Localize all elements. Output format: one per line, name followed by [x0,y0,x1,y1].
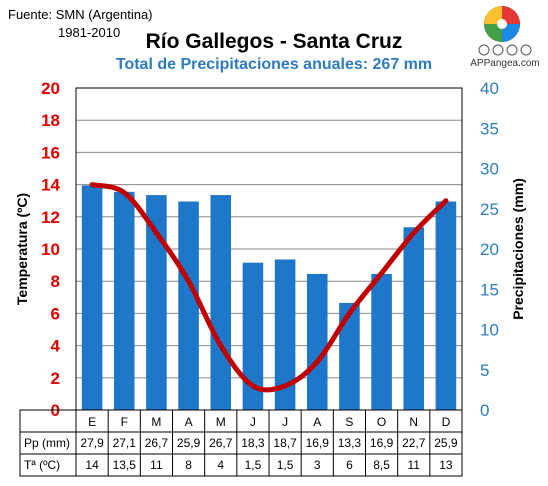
table-frame [19,409,463,477]
right-tick-label: 20 [480,240,499,259]
right-tick-label: 35 [480,119,499,138]
plot-frame [75,87,463,411]
left-tick-label: 16 [41,143,60,162]
precip-bar [242,262,264,410]
t-value: 1,5 [245,458,262,472]
pp-value: 25,9 [434,436,458,450]
right-tick-label: 40 [480,79,499,98]
brand-label: APPangea.com [470,58,540,69]
appangea-logo [478,6,532,56]
precipitation-bars [81,185,457,410]
source-line: Fuente: SMN (Argentina) [8,7,153,22]
chart-subtitle: Total de Precipitaciones anuales: 267 mm [115,56,433,73]
precip-bar [371,273,392,410]
t-value: 8,5 [373,458,390,472]
category-label: J [282,415,288,429]
right-tick-label: 25 [480,200,499,219]
pp-value: 25,9 [177,436,201,450]
cc-icon [478,44,490,56]
left-tick-label: 6 [51,304,60,323]
nc-icon [506,44,518,56]
license-icons [478,44,532,56]
left-tick-label: 14 [41,176,60,195]
category-label: J [250,415,256,429]
category-label: A [185,415,193,429]
t-value: 3 [314,458,321,472]
precip-bar [81,185,103,410]
t-value: 6 [346,458,353,472]
precip-bar [113,191,135,410]
category-label: M [151,415,161,429]
pp-value: 26,7 [145,436,169,450]
pp-value: 18,3 [241,436,265,450]
precip-bar [178,201,199,410]
data-table: E F M A M J J A S O N D Pp (mm) Tª (ºC) 27,9 27,1 26,7 25… [19,409,463,477]
puzzle-globe-icon [484,6,520,42]
category-label: S [345,415,353,429]
t-value: 14 [85,458,99,472]
category-label: A [313,415,321,429]
pp-value: 13,3 [338,436,362,450]
t-value: 4 [217,458,224,472]
pp-value: 16,9 [306,436,330,450]
pp-value: 22,7 [402,436,426,450]
left-tick-label: 8 [51,272,60,291]
left-axis-label: Temperatura (ºC) [14,193,30,305]
precip-bar [146,195,167,410]
temperature-line [89,182,449,393]
category-label: N [409,415,418,429]
left-tick-label: 4 [51,337,61,356]
category-label: D [442,415,451,429]
t-value: 8 [185,458,192,472]
category-label: E [88,415,96,429]
category-label: F [121,415,128,429]
by-icon [492,44,504,56]
right-axis-ticks: 0 5 10 15 20 25 30 35 40 [480,79,499,420]
right-axis-label: Precipitaciones (mm) [510,178,526,320]
t-value: 13,5 [113,458,137,472]
right-tick-label: 15 [480,280,499,299]
precip-bar [339,302,360,410]
right-tick-label: 30 [480,160,499,179]
left-tick-label: 10 [41,240,60,259]
right-tick-label: 0 [480,401,489,420]
t-value: 11 [408,458,421,472]
left-tick-label: 12 [41,208,60,227]
precip-bar [435,201,457,410]
gridlines [76,87,462,411]
chart-title: Río Gallegos - Santa Cruz [145,30,403,53]
t-value: 11 [150,458,163,472]
right-tick-label: 10 [480,321,499,340]
left-axis-ticks: 0 2 4 6 8 10 12 14 16 18 20 [41,79,60,420]
pp-value: 16,9 [370,436,394,450]
pp-value: 26,7 [209,436,233,450]
category-label: O [377,415,386,429]
left-tick-label: 20 [41,79,60,98]
precip-bar [306,273,328,410]
precip-bar [403,227,425,410]
right-tick-label: 5 [480,361,489,380]
pp-row-label: Pp (mm) [24,436,70,450]
category-label: M [216,415,226,429]
nd-icon [520,44,532,56]
precip-bar [274,259,296,410]
pp-value: 18,7 [273,436,297,450]
source-note: Fuente: SMN (Argentina) 1981-2010 [8,6,153,42]
pp-value: 27,1 [113,436,137,450]
left-tick-label: 0 [51,401,60,420]
t-value: 13 [439,458,453,472]
t-row-label: Tª (ºC) [24,458,60,472]
pp-value: 27,9 [80,436,104,450]
left-tick-label: 18 [41,111,60,130]
left-tick-label: 2 [51,369,60,388]
t-value: 1,5 [277,458,294,472]
precip-bar [210,195,232,410]
years-range: 1981-2010 [58,25,121,40]
